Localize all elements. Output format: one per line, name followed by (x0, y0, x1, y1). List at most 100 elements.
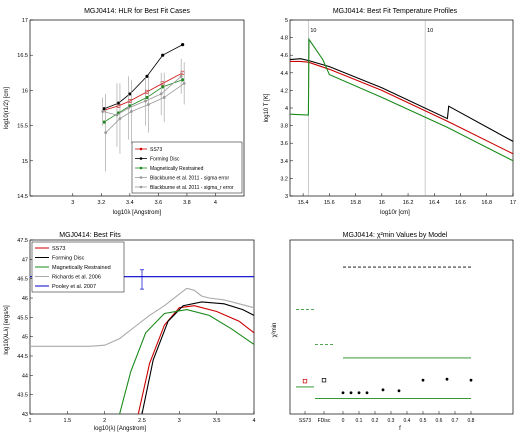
x-tick-label: 4 (252, 418, 255, 424)
fdisc-point (321, 378, 327, 383)
panel-hlr: MGJ0414: HLR for Best Fit Cases 3 3.2 3.4 3… (4, 8, 245, 216)
temp-plot-area (289, 19, 514, 197)
series-line (137, 305, 255, 415)
chi2-xlabel: f (399, 426, 401, 432)
series-line (289, 58, 514, 142)
chi2-plot-area (289, 239, 514, 415)
chi2-point (341, 391, 345, 395)
x-tick-label: 0 (342, 418, 345, 424)
data-point (179, 74, 183, 78)
legend-label: Richards et al. 2006 (52, 275, 101, 281)
series-line (30, 287, 255, 347)
legend-label: Forming Disc (52, 256, 85, 262)
legend-label: Magnetically Restrained (150, 166, 204, 172)
x-tick-label: 4 (214, 200, 217, 206)
panel-temperature: MGJ0414: Best Fit Temperature Profiles 1… (264, 8, 516, 216)
data-point (126, 106, 130, 110)
series-line (105, 83, 185, 133)
fits-title: MGJ0414: Best Fits (59, 232, 121, 239)
y-tick-label: 47.5 (17, 238, 28, 244)
chi2-point (357, 391, 361, 395)
x-tick-label: 0.1 (356, 418, 363, 424)
y-tick-label: 4.4 (280, 71, 288, 77)
data-point (145, 74, 149, 78)
x-tick-label: 1 (28, 418, 31, 424)
x-tick-label: 2.5 (138, 418, 146, 424)
legend-marker (139, 176, 143, 179)
y-tick-label: 46.5 (17, 277, 28, 283)
series-line (290, 60, 514, 155)
legend-label: Blackburne et al. 2011 - sigma error (150, 176, 229, 182)
y-tick-label: 3.6 (280, 141, 288, 147)
vline-annotation: 10 (310, 28, 316, 34)
fits-xlabel: log10(λ) [Angstrom] (94, 426, 147, 432)
x-tick-label: 3.8 (183, 200, 191, 206)
series-line (102, 75, 182, 116)
chi2-series (296, 266, 473, 399)
hlr-legend: SS73 Forming Disc Magnetically Restrained B… (131, 141, 243, 194)
legend-label: Blackburne et al. 2011 - sigma_r error (150, 185, 234, 191)
data-point (101, 110, 105, 113)
vline-annotation: 10 (427, 28, 433, 34)
y-tick-label: 44.5 (17, 354, 28, 360)
x-tick-label: 15.8 (350, 200, 361, 206)
legend-label: Magnetically Restrained (52, 265, 111, 271)
hlr-plot-area (29, 19, 245, 197)
legend-label: SS73 (52, 246, 65, 252)
panel-best-fits: MGJ0414: Best Fits 1 1.5 2 2.5 3 3.5 4 43 43.5 44… (4, 232, 256, 432)
fits-legend: SS73 Forming Disc Magnetically Restrained R… (31, 241, 125, 293)
data-point (129, 110, 133, 113)
chi2-point (349, 391, 353, 395)
x-tick-label: 16.6 (455, 200, 466, 206)
x-tick-label: 3.4 (126, 200, 134, 206)
data-point (147, 103, 150, 106)
data-point (102, 107, 106, 111)
panel-chi2: MGJ0414: χ²min Values by Model SS73 FDisc… (272, 232, 514, 432)
y-tick-label: 17 (22, 18, 28, 24)
data-point (118, 117, 122, 120)
x-tick-label: 1.5 (64, 418, 72, 424)
data-point (159, 92, 163, 96)
series-line (141, 301, 255, 415)
y-tick-label: 3.8 (280, 124, 288, 130)
series-line (104, 44, 183, 110)
hlr-ticks: 3 3.2 3.4 3.6 3.8 4 14.5 15 15.5 16 16.5 17 (17, 18, 217, 206)
data-point (182, 81, 186, 85)
data-point (128, 92, 132, 96)
x-tick-label: 0.4 (404, 418, 411, 424)
legend-marker (139, 185, 143, 189)
y-tick-label: 3.4 (280, 159, 288, 165)
y-tick-label: 3.2 (280, 176, 288, 182)
x-tick-label: 0.8 (468, 418, 475, 424)
ss73-point (302, 378, 308, 384)
series-line (289, 37, 514, 162)
data-point (181, 43, 185, 47)
chi2-ylabel: χ²min (272, 323, 278, 338)
fits-ylabel: log10(λLλ) [ergs/s] (4, 305, 10, 355)
x-tick-label: 3 (178, 418, 181, 424)
chi2-point (421, 378, 425, 382)
legend-label: Pooley et al. 2007 (52, 284, 96, 290)
chi2-point (445, 377, 449, 381)
x-tick-label: 0.6 (436, 418, 443, 424)
x-tick-label: 17 (510, 200, 516, 206)
y-tick-label: 4.6 (280, 53, 288, 59)
legend-box (131, 141, 243, 194)
legend-label: Forming Disc (150, 157, 180, 163)
data-point (102, 120, 106, 124)
y-tick-label: 46 (22, 296, 28, 302)
y-tick-label: 16.5 (17, 53, 28, 59)
y-tick-label: 44 (22, 373, 28, 379)
x-tick-label: 16.2 (403, 200, 414, 206)
x-tick-label: 15.6 (324, 200, 335, 206)
temp-ticks: 15.4 15.6 15.8 16 16.2 16.4 16.6 16.8 17 3 3.2 3.4 3… (280, 18, 516, 206)
y-tick-label: 16 (22, 88, 28, 94)
hlr-ylabel: log10(r1/2) [cm] (4, 87, 10, 129)
y-tick-label: 5 (285, 18, 288, 24)
legend-label: SS73 (150, 147, 162, 153)
x-tick-label: 3 (71, 200, 74, 206)
y-tick-label: 15 (22, 159, 28, 165)
x-tick-label: 2 (103, 418, 106, 424)
x-tick-label: 0.5 (420, 418, 427, 424)
